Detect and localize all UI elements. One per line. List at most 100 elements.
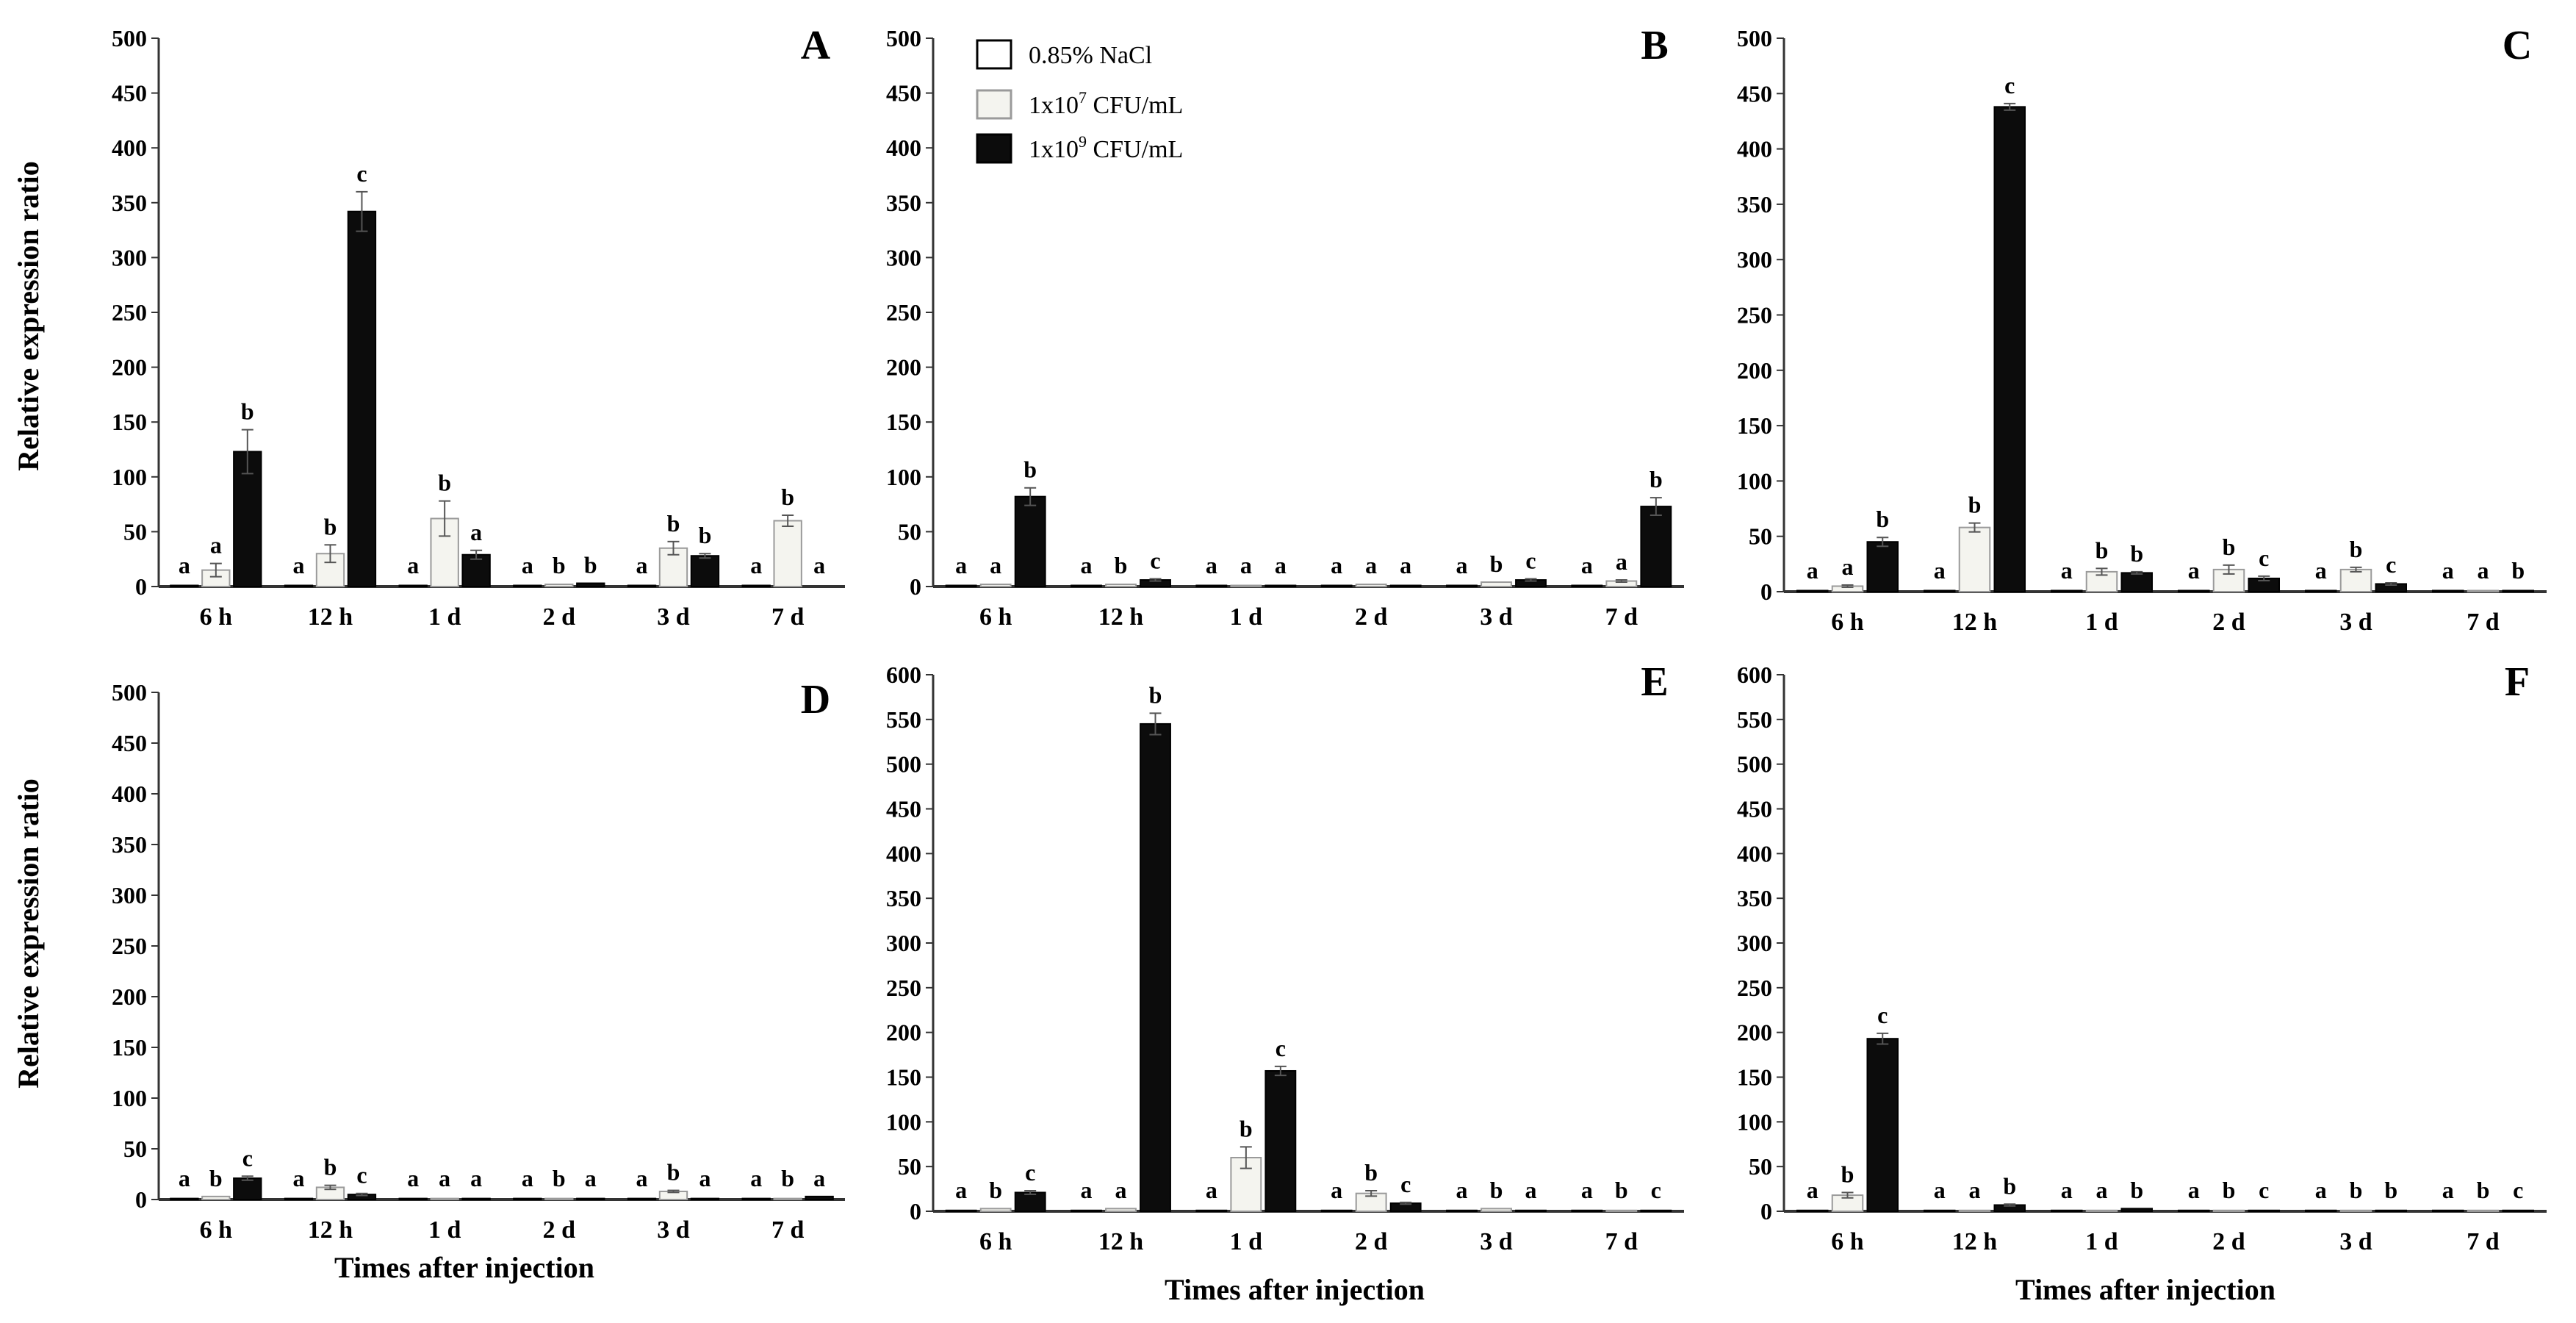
bar-high (690, 1197, 720, 1200)
significance-letter: b (781, 1165, 794, 1191)
legend-swatch-low (976, 89, 1012, 120)
bar-high (347, 210, 377, 587)
y-tick-label: 0 (1760, 1198, 1772, 1225)
significance-letter: b (2350, 536, 2363, 562)
y-tick-label: 100 (1737, 467, 1772, 494)
significance-letter: b (553, 1165, 566, 1191)
significance-letter: a (1456, 552, 1467, 578)
significance-letter: a (813, 1165, 825, 1191)
y-tick-label: 500 (886, 25, 921, 51)
legend-swatch-high (976, 133, 1012, 164)
y-tick-label: 300 (112, 244, 147, 270)
panel-label: D (801, 677, 830, 723)
significance-letter: b (2223, 1177, 2236, 1203)
x-tick-label: 6 h (1831, 609, 1864, 636)
x-tick-label: 3 d (1480, 1228, 1513, 1255)
x-tick-label: 6 h (200, 603, 233, 631)
bar-high (1264, 584, 1297, 587)
significance-letter: c (1150, 548, 1160, 574)
y-tick-label: 300 (112, 882, 147, 908)
significance-letter: a (2096, 1177, 2108, 1203)
x-tick-label: 7 d (771, 603, 805, 631)
x-axis-title-e: Times after injection (1165, 1273, 1425, 1306)
y-tick-label: 200 (1737, 1019, 1772, 1046)
bar-low (544, 1197, 574, 1200)
significance-letter: a (1331, 552, 1342, 578)
bar-nacl (1071, 584, 1102, 587)
significance-letter: b (667, 1159, 680, 1186)
bar-nacl (2177, 589, 2210, 593)
bar-nacl (1446, 584, 1478, 587)
significance-letter: a (1807, 557, 1818, 584)
significance-letter: b (1968, 492, 1982, 518)
bar-nacl (513, 584, 542, 587)
bar-low (201, 1195, 231, 1200)
significance-letter: a (1206, 1177, 1217, 1203)
significance-letter: b (2130, 540, 2143, 567)
bar-nacl (1571, 584, 1603, 587)
significance-letter: a (2061, 1177, 2073, 1203)
significance-letter: c (1651, 1177, 1661, 1203)
y-tick-label: 350 (1737, 191, 1772, 218)
y-tick-label: 300 (886, 244, 921, 270)
y-tick-label: 100 (1737, 1108, 1772, 1135)
significance-letter: a (1080, 1177, 1092, 1203)
significance-letter: b (2003, 1172, 2016, 1199)
y-tick-label: 600 (886, 662, 921, 688)
bar-high (1014, 1191, 1046, 1212)
y-tick-label: 250 (1737, 975, 1772, 1001)
y-tick-label: 150 (112, 409, 147, 435)
significance-letter: a (2442, 1177, 2454, 1203)
significance-letter: c (1400, 1171, 1411, 1197)
significance-letter: c (356, 1162, 367, 1188)
y-tick-label: 50 (123, 518, 147, 545)
bar-nacl (398, 584, 428, 587)
significance-letter: a (1934, 557, 1946, 584)
significance-letter: a (293, 552, 305, 578)
legend-item-low: 1x107 CFU/mL (976, 88, 1183, 120)
y-tick-label: 350 (886, 885, 921, 911)
y-tick-label: 50 (898, 1153, 921, 1180)
significance-letter: a (1581, 552, 1593, 578)
y-tick-label: 400 (112, 781, 147, 807)
significance-letter: a (813, 552, 825, 578)
bar-low (2467, 589, 2500, 593)
x-tick-label: 12 h (1098, 1228, 1144, 1255)
y-tick-label: 300 (1737, 930, 1772, 956)
significance-letter: a (1581, 1177, 1593, 1203)
significance-letter: a (1969, 1177, 1981, 1203)
x-tick-label: 7 d (771, 1216, 805, 1244)
y-tick-label: 300 (1737, 246, 1772, 273)
significance-letter: c (2386, 551, 2396, 578)
significance-letter: a (585, 1165, 597, 1191)
bar-low (979, 584, 1012, 587)
significance-letter: c (356, 160, 367, 187)
significance-letter: c (1877, 1002, 1888, 1028)
panel-label: F (2505, 659, 2530, 705)
significance-letter: b (1490, 1177, 1503, 1203)
legend: 0.85% NaCl 1x107 CFU/mL 1x109 CFU/mL (976, 39, 1183, 164)
significance-letter: a (2478, 557, 2489, 584)
bar-nacl (1923, 589, 1956, 593)
bar-nacl (398, 1197, 428, 1200)
legend-item-high: 1x109 CFU/mL (976, 132, 1183, 164)
significance-letter: b (781, 484, 794, 510)
x-tick-label: 2 d (543, 603, 576, 631)
x-tick-label: 3 d (1480, 603, 1513, 631)
bar-high (576, 1197, 605, 1200)
y-tick-label: 250 (112, 299, 147, 326)
y-tick-label: 100 (886, 1108, 921, 1135)
significance-letter: b (584, 552, 597, 578)
significance-letter: a (750, 552, 762, 578)
significance-letter: c (2513, 1177, 2523, 1203)
significance-letter: a (2315, 557, 2327, 584)
y-tick-label: 600 (1737, 662, 1772, 688)
y-tick-label: 150 (112, 1034, 147, 1061)
x-tick-label: 1 d (428, 603, 461, 631)
x-tick-label: 2 d (1355, 603, 1388, 631)
y-tick-label: 250 (1737, 302, 1772, 329)
significance-letter: a (1115, 1177, 1127, 1203)
significance-letter: b (1615, 1177, 1628, 1203)
x-tick-label: 6 h (979, 1228, 1012, 1255)
